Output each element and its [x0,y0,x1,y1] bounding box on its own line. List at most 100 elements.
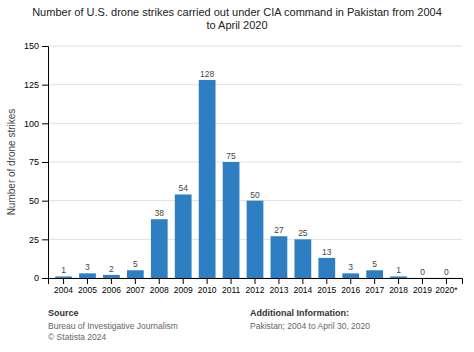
x-tick: 2017 [365,278,384,295]
data-label: 75 [226,151,236,161]
x-tick: 2005 [78,278,97,295]
grid-line [48,162,462,163]
data-label: 0 [420,267,425,277]
bar [151,219,168,278]
data-label: 50 [250,190,260,200]
y-tick: 0 [34,273,48,283]
data-label: 5 [133,259,138,269]
x-tick-mark [374,278,375,284]
x-tick: 2014 [293,278,312,295]
x-tick-label: 2005 [78,285,97,295]
x-tick: 2019 [413,278,432,295]
y-tick-label: 50 [29,196,39,206]
y-tick-label: 25 [29,235,39,245]
annotation-line: Pakistan; 2004 to April 30, 2020 [250,321,370,331]
x-tick-label: 2004 [54,285,73,295]
y-tick: 150 [24,41,48,51]
bar [103,275,120,278]
data-label: 2 [109,264,114,274]
y-axis-title: Number of drone strikes [6,109,17,216]
x-tick-mark [302,278,303,284]
y-tick-mark [42,201,48,202]
y-tick-label: 75 [29,157,39,167]
x-tick: 2015 [317,278,336,295]
x-tick-mark [87,278,88,284]
y-tick-mark [42,85,48,86]
x-tick-mark [255,278,256,284]
annotation-line: Bureau of Investigative Journalism [48,321,178,331]
y-tick-mark [42,278,48,279]
y-axis: 0 25 50 75 100 125 150 [24,41,49,283]
data-label: 38 [155,208,165,218]
x-axis: 2004200520062007200820092010201120122013… [49,278,463,295]
data-label: 1 [396,265,401,275]
x-tick-mark [207,278,208,284]
x-tick-mark [231,278,232,284]
bar [342,273,359,278]
x-tick: 2010 [198,278,217,295]
x-tick: 2006 [102,278,121,295]
bar [127,270,144,278]
x-tick-label: 2015 [317,285,336,295]
y-tick-label: 150 [24,41,39,51]
bar [79,273,96,278]
bars [55,80,407,278]
annotation-body: Bureau of Investigative Journalism© Stat… [48,321,178,342]
data-label: 54 [178,183,188,193]
chart-container: Number of U.S. drone strikes carried out… [0,0,474,352]
x-tick-label: 2013 [269,285,288,295]
annotation-line: © Statista 2024 [48,332,107,342]
title-line: to April 2020 [206,19,267,31]
x-tick-mark [111,278,112,284]
grid-line [48,46,462,47]
x-tick: 2011 [222,278,241,295]
x-tick-label: 2017 [365,285,384,295]
annotation-line: Source [48,308,79,318]
x-tick: 2007 [126,278,145,295]
x-tick-mark [135,278,136,284]
x-axis-line [49,279,463,285]
data-label: 1 [61,265,66,275]
annotation-body: Pakistan; 2004 to April 30, 2020 [250,321,370,331]
x-tick: 2012 [246,278,265,295]
x-tick-mark [63,278,64,284]
data-label: 128 [200,69,214,79]
bar [294,239,311,278]
x-tick-label: 2010 [198,285,217,295]
x-tick-label: 2019 [413,285,432,295]
data-label: 3 [348,262,353,272]
x-tick-label: 2018 [389,285,408,295]
x-tick-mark [422,278,423,284]
x-tick-label: 2020* [435,285,458,295]
x-tick-label: 2016 [341,285,360,295]
y-tick: 100 [24,119,48,129]
bar [271,236,288,278]
y-tick-label: 0 [34,273,39,283]
title: Number of U.S. drone strikes carried out… [32,6,442,31]
x-tick-mark [326,278,327,284]
y-tick-label: 125 [24,80,39,90]
bar [366,270,383,278]
y-tick-mark [42,239,48,240]
x-tick: 2013 [269,278,288,295]
bar [199,80,216,278]
data-label: 27 [274,225,284,235]
y-tick-label: 100 [24,119,39,129]
x-tick-mark [398,278,399,284]
bar [55,276,72,278]
x-tick-label: 2008 [150,285,169,295]
data-label: 13 [322,247,332,257]
annotations: Source Bureau of Investigative Journalism… [48,308,370,342]
x-tick-mark [183,278,184,284]
bar [414,278,431,279]
data-label: 5 [372,259,377,269]
annotation-line: Additional Information: [250,308,349,318]
x-tick-label: 2006 [102,285,121,295]
chart-svg: Number of U.S. drone strikes carried out… [0,0,474,352]
data-label: 3 [85,262,90,272]
y-tick: 75 [29,157,48,167]
bar [247,201,264,278]
x-tick-label: 2014 [293,285,312,295]
annotation-heading: Source [48,308,79,318]
x-tick-mark [446,278,447,284]
